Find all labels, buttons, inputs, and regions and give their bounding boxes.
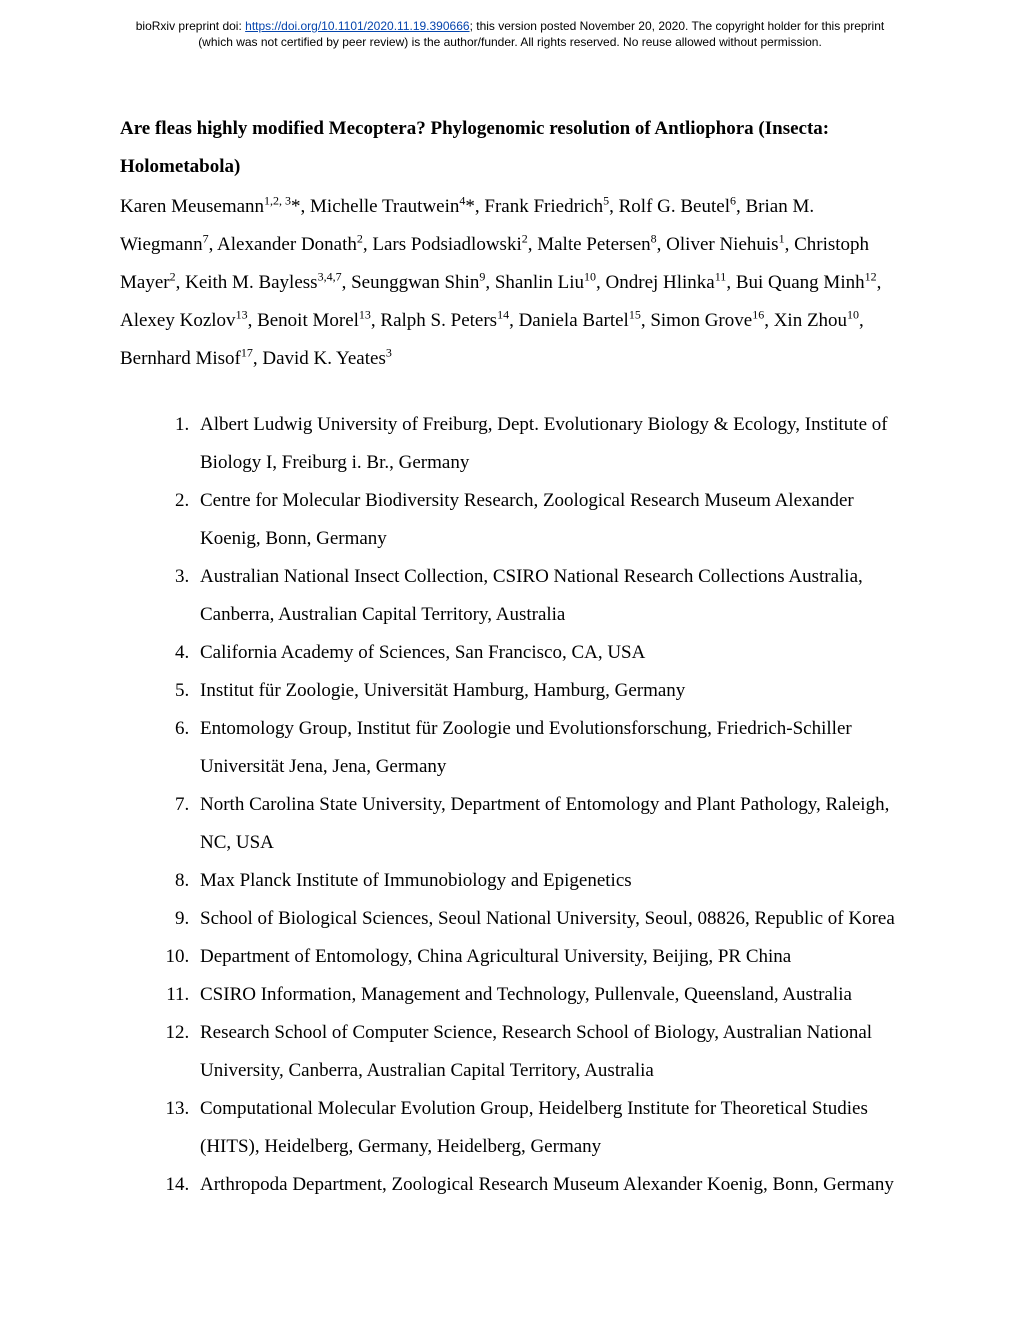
affiliation-item: Centre for Molecular Biodiversity Resear… — [194, 482, 900, 558]
affiliation-item: CSIRO Information, Management and Techno… — [194, 976, 900, 1014]
affiliation-item: California Academy of Sciences, San Fran… — [194, 634, 900, 672]
doi-link[interactable]: https://doi.org/10.1101/2020.11.19.39066… — [245, 19, 469, 33]
affiliations: Albert Ludwig University of Freiburg, De… — [120, 406, 900, 1204]
header-prefix: bioRxiv preprint doi: — [136, 19, 245, 33]
affiliation-item: Arthropoda Department, Zoological Resear… — [194, 1166, 900, 1204]
author-list: Karen Meusemann1,2, 3*, Michelle Trautwe… — [120, 188, 900, 378]
affiliation-item: Australian National Insect Collection, C… — [194, 558, 900, 634]
affiliation-item: School of Biological Sciences, Seoul Nat… — [194, 900, 900, 938]
header-suffix: ; this version posted November 20, 2020.… — [470, 19, 885, 33]
affiliation-item: North Carolina State University, Departm… — [194, 786, 900, 862]
affiliation-item: Max Planck Institute of Immunobiology an… — [194, 862, 900, 900]
paper-title: Are fleas highly modified Mecoptera? Phy… — [120, 110, 900, 186]
preprint-header: bioRxiv preprint doi: https://doi.org/10… — [0, 0, 1020, 50]
affiliation-item: Albert Ludwig University of Freiburg, De… — [194, 406, 900, 482]
affiliation-item: Institut für Zoologie, Universität Hambu… — [194, 672, 900, 710]
affiliation-item: Computational Molecular Evolution Group,… — [194, 1090, 900, 1166]
header-line2: (which was not certified by peer review)… — [198, 35, 822, 49]
paper-content: Are fleas highly modified Mecoptera? Phy… — [120, 110, 900, 1204]
affiliation-item: Entomology Group, Institut für Zoologie … — [194, 710, 900, 786]
affiliation-item: Department of Entomology, China Agricult… — [194, 938, 900, 976]
affiliation-item: Research School of Computer Science, Res… — [194, 1014, 900, 1090]
